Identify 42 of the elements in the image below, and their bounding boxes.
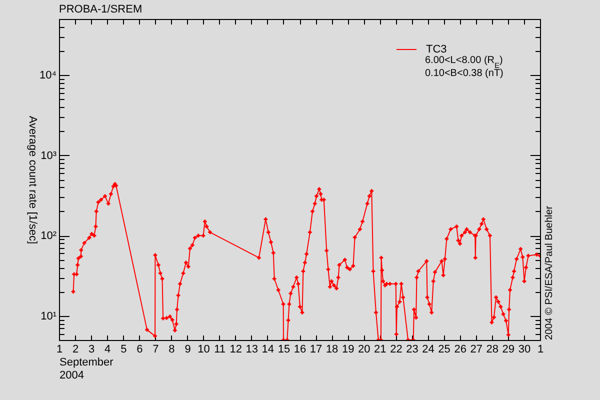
x-tick-label: 20: [358, 344, 370, 356]
x-tick-label: 22: [390, 344, 402, 356]
x-tick-label: 23: [406, 344, 418, 356]
x-tick-label: 30: [518, 344, 531, 356]
x-tick-label: 8: [168, 344, 175, 356]
x-tick-label: 2: [72, 344, 79, 356]
x-axis-title: September 2004: [60, 356, 114, 382]
y-tick-label: 10⁴: [40, 70, 57, 82]
x-tick-label: 27: [470, 344, 482, 356]
x-tick-label: 13: [246, 344, 258, 356]
x-tick-label: 16: [294, 344, 306, 356]
chart-title: PROBA-1/SREM: [59, 4, 142, 16]
x-tick-label: 1: [537, 344, 544, 356]
y-tick-label: 10³: [40, 150, 57, 162]
x-tick-label: 15: [278, 344, 290, 356]
x-tick-label: 7: [152, 344, 159, 356]
legend-label: TC3: [426, 44, 447, 56]
x-tick-label: 12: [230, 344, 242, 356]
x-tick-label: 25: [438, 344, 450, 356]
x-tick-label: 1: [56, 344, 63, 356]
text: 2004 © PSI/ESA/Paul Buehler: [544, 205, 555, 340]
y-tick-label: 10²: [40, 230, 57, 242]
x-tick-label: 9: [184, 344, 191, 356]
x-tick-label: 18: [326, 344, 338, 356]
annotation: 0.10<B<0.38 (nT): [425, 68, 504, 79]
x-tick-label: 24: [422, 344, 434, 356]
x-tick-label: 21: [374, 344, 386, 356]
y-axis-title: Average count rate [1/sec]: [26, 116, 38, 244]
x-tick-label: 10: [198, 344, 210, 356]
x-tick-label: 3: [88, 344, 95, 356]
y-tick-label: 10¹: [40, 310, 57, 322]
x-tick-label: 5: [120, 344, 127, 356]
annotation: 6.00<L<8.00 (R$_{E}$): [425, 55, 503, 70]
x-tick-label: 14: [262, 344, 274, 356]
x-tick-label: 11: [214, 344, 226, 356]
x-tick-label: 29: [502, 344, 515, 356]
x-tick-label: 26: [454, 344, 466, 356]
x-tick-label: 6: [136, 344, 143, 356]
x-tick-label: 19: [342, 344, 354, 356]
x-tick-label: 28: [486, 344, 499, 356]
x-tick-label: 4: [104, 344, 111, 356]
x-tick-label: 17: [310, 344, 322, 356]
